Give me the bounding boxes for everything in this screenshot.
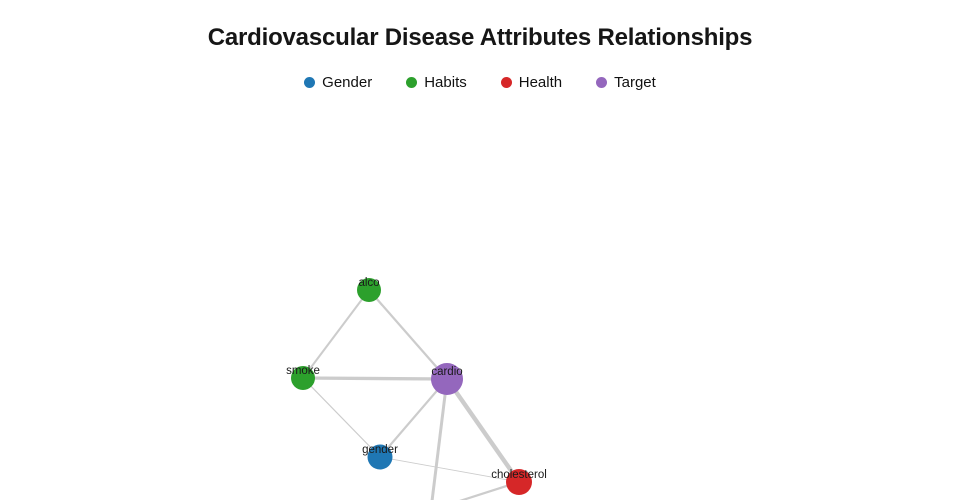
node-cholesterol[interactable] xyxy=(506,469,532,495)
node-smoke[interactable] xyxy=(291,366,315,390)
legend-swatch-gender xyxy=(304,77,316,88)
edge-alco-cardio xyxy=(368,289,448,380)
legend-item-health[interactable]: Health xyxy=(500,74,563,91)
legend-label: Gender xyxy=(322,74,373,91)
node-label-cholesterol: cholesterol xyxy=(491,469,547,481)
node-label-smoke: smoke xyxy=(286,365,320,377)
legend-swatch-target xyxy=(596,77,608,88)
node-label-cardio: cardio xyxy=(431,366,462,378)
node-gender[interactable] xyxy=(367,444,393,470)
node-label-alco: alco xyxy=(358,277,379,289)
node-alco[interactable] xyxy=(357,278,381,302)
edge-gender-cholesterol xyxy=(379,456,520,483)
legend-item-gender[interactable]: Gender xyxy=(304,75,372,90)
edge-alco-smoke xyxy=(302,289,370,379)
edge-cardio-cholesterol xyxy=(445,377,521,484)
legend-label: Health xyxy=(518,74,563,91)
legend-label: Habits xyxy=(424,74,467,91)
legend-swatch-habits xyxy=(406,77,418,88)
edge-cholesterol-offscreen-2 xyxy=(459,480,520,500)
edge-cardio-gender xyxy=(379,378,448,458)
legend-swatch-health xyxy=(500,77,512,88)
node-label-gender: gender xyxy=(362,444,398,456)
edge-cardio-offscreen-1 xyxy=(430,378,449,500)
legend-item-habits[interactable]: Habits xyxy=(406,75,467,90)
chart-title: Cardiovascular Disease Attributes Relati… xyxy=(207,24,753,51)
edge-smoke-gender xyxy=(302,377,381,458)
edge-smoke-cardio xyxy=(302,376,448,381)
node-cardio[interactable] xyxy=(431,363,463,395)
legend: Gender Habits Health Target xyxy=(0,75,960,90)
legend-item-target[interactable]: Target xyxy=(596,75,656,90)
legend-label: Target xyxy=(614,74,656,91)
